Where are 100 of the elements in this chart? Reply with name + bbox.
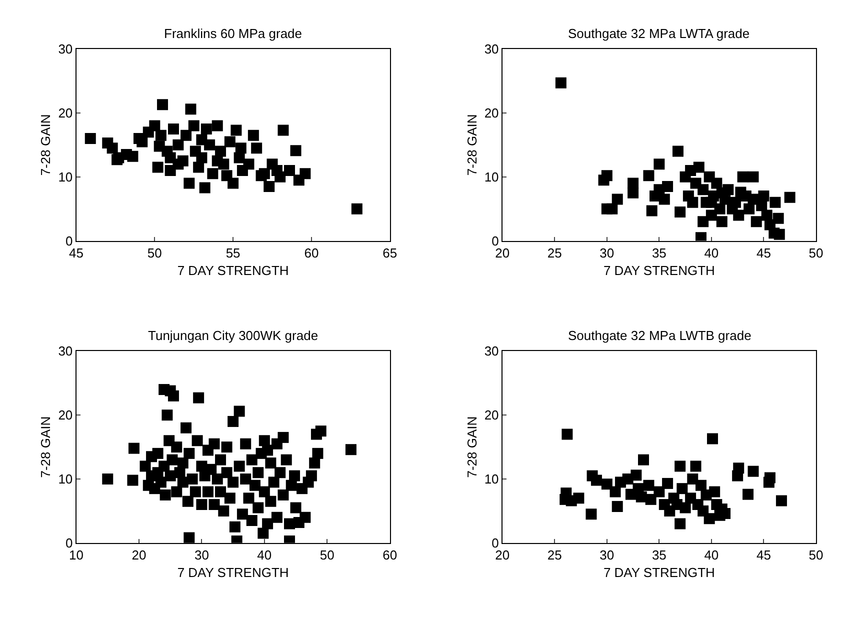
point (284, 164, 295, 176)
y-tick-label: 20 (484, 408, 499, 423)
point (706, 433, 718, 444)
point (555, 77, 566, 88)
point (149, 120, 160, 132)
x-tick-label: 60 (304, 245, 319, 260)
x-tick-label: 25 (547, 548, 562, 562)
point (258, 168, 270, 180)
point (351, 203, 362, 214)
point (706, 196, 717, 208)
point (674, 206, 686, 218)
y-tick-label: 20 (58, 106, 73, 121)
point (228, 178, 239, 189)
x-tick-label: 50 (320, 548, 334, 562)
y-axis-title: 7-28 GAIN (38, 416, 54, 478)
x-tick-label: 55 (226, 245, 240, 260)
y-tick-label: 10 (58, 169, 73, 184)
point (709, 486, 720, 498)
point (212, 155, 223, 166)
point (748, 171, 759, 182)
x-tick-label: 60 (382, 548, 398, 562)
x-axis-title: 7 DAY STRENGTH (603, 262, 715, 278)
point (610, 486, 621, 498)
point (230, 124, 242, 136)
y-tick-label: 0 (65, 535, 73, 550)
point (601, 478, 612, 490)
x-tick-label: 65 (382, 245, 398, 260)
point (628, 178, 639, 189)
point (573, 492, 584, 504)
point (680, 502, 691, 514)
x-tick-label: 35 (652, 245, 666, 260)
point (733, 462, 744, 474)
point (127, 150, 138, 162)
point (761, 210, 772, 221)
point (212, 120, 223, 132)
y-tick-label: 20 (484, 106, 499, 121)
point (196, 152, 208, 164)
point (590, 474, 602, 486)
point (690, 460, 702, 472)
point (184, 178, 195, 189)
y-tick-label: 10 (58, 472, 73, 487)
point (776, 495, 787, 506)
point (750, 216, 762, 228)
point (157, 99, 168, 110)
x-tick-label: 30 (600, 245, 614, 260)
chart-title: Tunjungan City 300WK grade (148, 328, 318, 343)
point (152, 162, 164, 173)
chart-title: Southgate 32 MPa LWTB grade (568, 328, 752, 343)
point (224, 136, 236, 148)
point (662, 478, 674, 489)
x-tick-label: 35 (652, 548, 666, 562)
point (168, 123, 179, 134)
point (658, 194, 670, 205)
x-tick-label: 50 (808, 548, 824, 562)
point (248, 130, 259, 141)
point (200, 123, 212, 134)
point (645, 494, 656, 505)
point (742, 488, 754, 500)
x-tick-label: 30 (600, 548, 614, 562)
point (601, 170, 612, 182)
x-tick-label: 30 (194, 548, 209, 562)
point (748, 466, 759, 477)
y-tick-label: 10 (484, 472, 499, 487)
point (193, 162, 204, 173)
point (643, 170, 654, 182)
point (733, 210, 744, 221)
point (676, 483, 688, 494)
chart-title: Franklins 60 MPa grade (164, 26, 302, 41)
point (154, 140, 165, 152)
point (612, 500, 623, 512)
x-tick-label: 40 (257, 548, 272, 562)
point (562, 428, 573, 440)
point (586, 508, 597, 520)
point (687, 473, 698, 484)
y-tick-label: 30 (58, 344, 73, 359)
point (172, 158, 184, 170)
point (698, 216, 709, 228)
point (155, 130, 166, 141)
point (784, 192, 796, 203)
point (672, 146, 684, 157)
point (300, 168, 311, 180)
x-tick-label: 25 (547, 245, 562, 260)
point (84, 133, 96, 144)
x-tick-label: 40 (704, 548, 719, 562)
point (188, 120, 200, 132)
x-axis-title: 7 DAY STRENGTH (603, 565, 715, 580)
y-tick-label: 20 (58, 408, 73, 423)
y-tick-label: 0 (492, 535, 499, 550)
point (716, 216, 728, 228)
point (235, 142, 246, 154)
x-tick-label: 45 (756, 245, 771, 260)
point (199, 182, 210, 194)
point (654, 486, 665, 498)
point (704, 513, 715, 524)
x-tick-label: 50 (808, 245, 824, 260)
point (674, 518, 686, 530)
point (136, 136, 148, 148)
point (180, 130, 192, 141)
point (662, 180, 674, 192)
point (251, 142, 262, 154)
